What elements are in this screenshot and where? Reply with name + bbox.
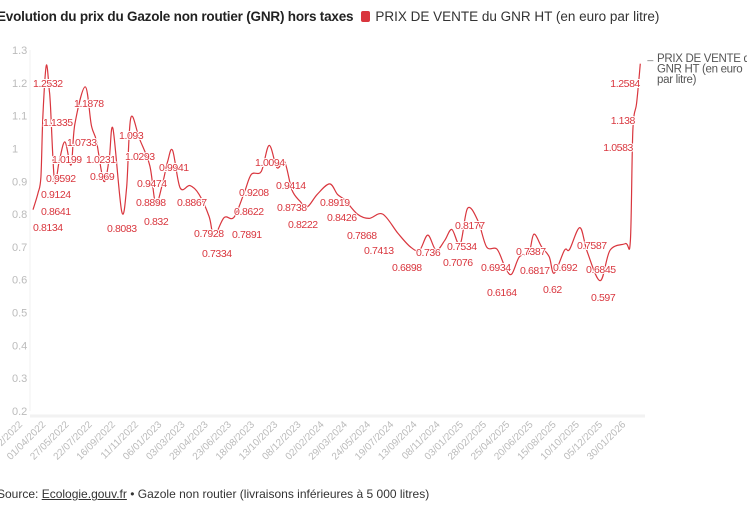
data-label: 0.8641: [41, 206, 71, 218]
data-label: 0.6164: [487, 287, 517, 299]
y-tick-label: 0.6: [12, 275, 27, 287]
data-label: 0.736: [416, 247, 441, 259]
data-label: 0.6845: [586, 264, 616, 276]
y-tick-label: 0.5: [12, 308, 27, 320]
data-label: 0.7387: [516, 246, 546, 258]
data-label: 0.7413: [364, 245, 394, 257]
data-label: 0.8898: [136, 197, 166, 209]
y-tick-label: 1: [12, 143, 18, 155]
data-label: 1.0583: [603, 142, 633, 154]
data-label: 0.8867: [177, 197, 207, 209]
data-label: 0.8134: [33, 222, 63, 234]
data-label: 0.8622: [234, 206, 264, 218]
data-label: 0.6934: [481, 262, 511, 274]
legend-label: PRIX DE VENTE du GNR HT (en euro par lit…: [375, 9, 660, 24]
series-line: [32, 63, 641, 282]
data-label: 0.62: [543, 284, 562, 296]
data-label: 0.8083: [107, 223, 137, 235]
y-tick-label: 1.1: [12, 111, 27, 123]
data-label: 0.9414: [276, 180, 306, 192]
data-label: 0.8738: [277, 202, 307, 214]
legend[interactable]: PRIX DE VENTE du GNR HT (en euro par lit…: [361, 9, 659, 24]
data-label: 1.1335: [43, 117, 73, 129]
end-label-line: PRIX DE VENTE du: [657, 53, 747, 65]
source-link[interactable]: Ecologie.gouv.fr: [41, 487, 127, 501]
x-axis: 04/02/202201/04/202227/05/202222/07/2022…: [0, 414, 645, 463]
data-label: 0.7076: [443, 257, 473, 269]
source-suffix: • Gazole non routier (livraisons inférie…: [126, 487, 430, 501]
y-tick-label: 0.8: [12, 209, 27, 221]
data-labels: 0.8134 0.8641 0.9124 1.2532 1.1335 0.9592 1.01…: [32, 77, 642, 305]
y-tick-label: 0.4: [12, 340, 27, 352]
data-label: 0.6817: [520, 265, 550, 277]
chart-title: Evolution du prix du Gazole non routier …: [0, 9, 354, 24]
data-label: 1.1878: [74, 98, 104, 110]
data-label: 1.0733: [67, 137, 97, 149]
data-label: 1.0231: [86, 154, 116, 166]
data-label: 0.597: [591, 292, 616, 304]
y-tick-label: 1.2: [12, 78, 27, 90]
y-tick-label: 0.7: [12, 242, 27, 254]
source-prefix: Source:: [0, 487, 42, 501]
data-label: 1.0094: [255, 157, 285, 169]
data-label: 1.093: [119, 130, 144, 142]
end-label-line: GNR HT (en euro: [657, 64, 742, 76]
data-label: 0.8177: [455, 220, 485, 232]
data-label: 0.9592: [46, 173, 76, 185]
series-gnr-price: [32, 63, 641, 282]
data-label: 0.8222: [288, 219, 318, 231]
data-label: 0.8919: [320, 197, 350, 209]
data-label: 1.2584: [610, 78, 640, 90]
data-label: 0.7334: [202, 248, 232, 260]
data-label: 0.7928: [194, 228, 224, 240]
data-label: 0.7868: [347, 230, 377, 242]
chart-header: Evolution du prix du Gazole non routier …: [0, 9, 659, 24]
data-label: 0.9941: [159, 162, 189, 174]
data-label: 0.969: [90, 171, 115, 183]
data-label: 0.7587: [577, 240, 607, 252]
data-label: 0.9124: [41, 189, 71, 201]
y-tick-label: 0.3: [12, 373, 27, 385]
data-label: 1.138: [611, 115, 636, 127]
data-label: 1.0199: [52, 154, 82, 166]
y-tick-label: 1.3: [12, 45, 27, 57]
y-tick-label: 0.9: [12, 176, 27, 188]
source-note: Source: Ecologie.gouv.fr • Gazole non ro…: [0, 487, 429, 501]
legend-swatch: [361, 11, 371, 22]
y-tick-label: 0.2: [12, 406, 27, 418]
y-axis: 1.3 1.2 1.1 1 0.9 0.8 0.7 0.6 0.5 0.4 0.3 0.2: [12, 45, 31, 418]
data-label: 0.692: [553, 262, 578, 274]
data-label: 1.0293: [125, 151, 155, 163]
data-label: 0.832: [144, 216, 169, 228]
data-label: 0.6898: [392, 262, 422, 274]
data-label: 1.2532: [33, 78, 63, 90]
end-label-line: par litre): [657, 74, 697, 86]
data-label: 0.9474: [137, 178, 167, 190]
data-label: 0.7891: [232, 229, 262, 241]
data-label: 0.8426: [327, 212, 357, 224]
data-label: 0.9208: [239, 187, 269, 199]
data-label: 0.7534: [447, 241, 477, 253]
